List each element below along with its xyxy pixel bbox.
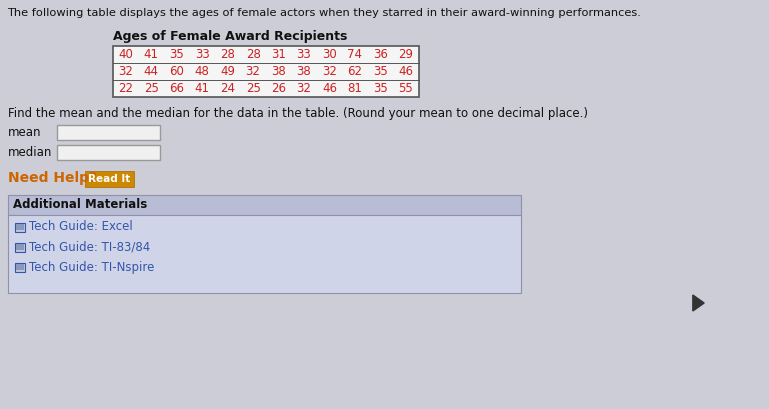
Bar xyxy=(15,222,25,231)
Text: 32: 32 xyxy=(297,82,311,95)
Text: 32: 32 xyxy=(118,65,133,78)
Text: 36: 36 xyxy=(373,48,388,61)
Text: 25: 25 xyxy=(245,82,261,95)
Text: Additional Materials: Additional Materials xyxy=(13,198,148,211)
Text: 31: 31 xyxy=(271,48,286,61)
Text: 32: 32 xyxy=(322,65,337,78)
Text: 38: 38 xyxy=(271,65,286,78)
Text: 74: 74 xyxy=(348,48,362,61)
Text: 30: 30 xyxy=(322,48,337,61)
Text: 41: 41 xyxy=(144,48,158,61)
Text: 29: 29 xyxy=(398,48,413,61)
Bar xyxy=(16,223,24,229)
Text: 28: 28 xyxy=(220,48,235,61)
Bar xyxy=(8,215,521,293)
Text: Ages of Female Award Recipients: Ages of Female Award Recipients xyxy=(113,30,348,43)
Text: 35: 35 xyxy=(373,82,388,95)
Text: 48: 48 xyxy=(195,65,210,78)
Text: 25: 25 xyxy=(144,82,158,95)
Text: 46: 46 xyxy=(398,65,413,78)
Text: 28: 28 xyxy=(245,48,261,61)
Text: 62: 62 xyxy=(348,65,362,78)
Text: 38: 38 xyxy=(297,65,311,78)
Text: 35: 35 xyxy=(169,48,184,61)
Text: mean: mean xyxy=(8,126,41,139)
Text: The following table displays the ages of female actors when they starred in thei: The following table displays the ages of… xyxy=(8,8,641,18)
Text: 41: 41 xyxy=(195,82,210,95)
Text: Need Help?: Need Help? xyxy=(8,171,97,185)
Bar xyxy=(15,243,25,252)
Text: 32: 32 xyxy=(245,65,261,78)
Text: 35: 35 xyxy=(373,65,388,78)
Text: 40: 40 xyxy=(118,48,133,61)
Bar xyxy=(57,125,160,140)
Text: Tech Guide: TI-83/84: Tech Guide: TI-83/84 xyxy=(29,240,151,254)
Bar xyxy=(57,145,160,160)
Text: 66: 66 xyxy=(169,82,185,95)
Bar xyxy=(15,263,25,272)
Text: 33: 33 xyxy=(297,48,311,61)
Text: median: median xyxy=(8,146,52,159)
Text: Find the mean and the median for the data in the table. (Round your mean to one : Find the mean and the median for the dat… xyxy=(8,107,588,120)
Bar xyxy=(16,243,24,249)
Text: 44: 44 xyxy=(144,65,158,78)
Polygon shape xyxy=(693,295,704,311)
Bar xyxy=(8,195,521,215)
Text: 26: 26 xyxy=(271,82,286,95)
Bar xyxy=(113,46,418,97)
Text: 24: 24 xyxy=(220,82,235,95)
Text: 22: 22 xyxy=(118,82,133,95)
Text: 60: 60 xyxy=(169,65,185,78)
Text: 46: 46 xyxy=(322,82,337,95)
Bar xyxy=(85,171,134,187)
Text: Tech Guide: Excel: Tech Guide: Excel xyxy=(29,220,133,234)
Bar xyxy=(16,263,24,270)
Text: 55: 55 xyxy=(398,82,413,95)
Text: 33: 33 xyxy=(195,48,210,61)
Text: 81: 81 xyxy=(348,82,362,95)
Text: Read It: Read It xyxy=(88,174,131,184)
Text: Tech Guide: TI-Nspire: Tech Guide: TI-Nspire xyxy=(29,261,155,274)
Text: 49: 49 xyxy=(220,65,235,78)
